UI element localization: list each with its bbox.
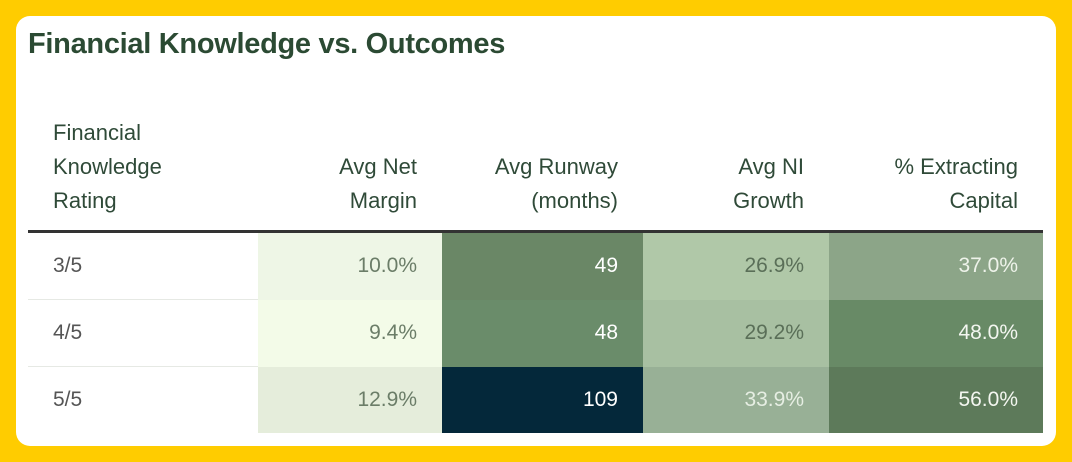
heatmap-cell: 9.4% — [258, 299, 442, 367]
col-header-extracting: % Extracting Capital — [829, 116, 1043, 232]
table-row: 3/5 10.0% 49 26.9% 37.0% — [28, 231, 1043, 300]
header-line: Financial — [53, 120, 142, 145]
heatmap-cell: 109 — [442, 366, 643, 433]
table-card: Financial Knowledge vs. Outcomes Financi… — [16, 16, 1056, 446]
header-line: Growth — [733, 188, 804, 213]
header-row: Financial Knowledge Rating Avg Net Margi… — [28, 116, 1043, 232]
header-line: Margin — [349, 188, 417, 213]
row-label: 4/5 — [28, 299, 258, 367]
row-label: 3/5 — [28, 231, 258, 300]
heatmap-cell: 48 — [442, 299, 643, 367]
heatmap-cell: 33.9% — [643, 366, 829, 433]
heatmap-cell: 26.9% — [643, 231, 829, 300]
heatmap-table: Financial Knowledge Rating Avg Net Margi… — [28, 116, 1043, 433]
heatmap-cell: 12.9% — [258, 366, 442, 433]
heatmap-cell: 56.0% — [829, 366, 1043, 433]
heatmap-cell: 49 — [442, 231, 643, 300]
header-line: Knowledge — [53, 154, 162, 179]
heatmap-cell: 10.0% — [258, 231, 442, 300]
header-line: (months) — [531, 188, 618, 213]
header-line: Avg Runway — [494, 154, 618, 179]
chart-title: Financial Knowledge vs. Outcomes — [28, 28, 506, 60]
col-header-rating: Financial Knowledge Rating — [28, 116, 258, 232]
heatmap-cell: 48.0% — [829, 299, 1043, 367]
header-line: Rating — [53, 188, 117, 213]
row-label: 5/5 — [28, 366, 258, 433]
col-header-ni-growth: Avg NI Growth — [643, 116, 829, 232]
header-line: Avg NI — [738, 154, 804, 179]
heatmap-cell: 37.0% — [829, 231, 1043, 300]
table-row: 4/5 9.4% 48 29.2% 48.0% — [28, 299, 1043, 367]
table-row: 5/5 12.9% 109 33.9% 56.0% — [28, 366, 1043, 433]
col-header-net-margin: Avg Net Margin — [258, 116, 442, 232]
header-line: Capital — [949, 188, 1018, 213]
heatmap-cell: 29.2% — [643, 299, 829, 367]
header-line: % Extracting — [894, 154, 1019, 179]
col-header-runway: Avg Runway (months) — [442, 116, 643, 232]
header-line: Avg Net — [339, 154, 417, 179]
